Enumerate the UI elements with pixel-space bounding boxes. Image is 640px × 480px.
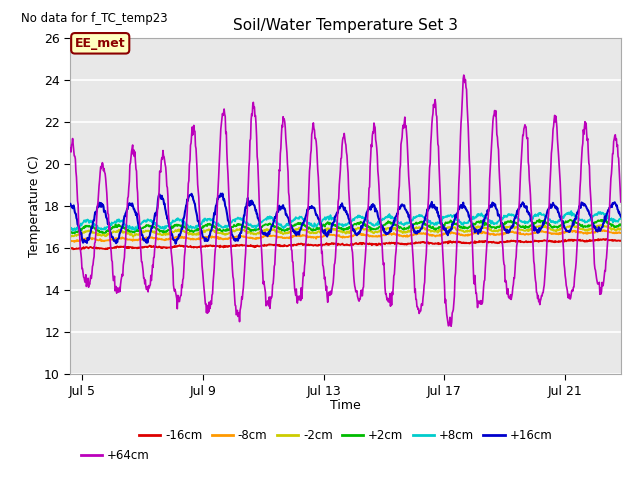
Text: No data for f_TC_temp23: No data for f_TC_temp23 — [21, 12, 168, 25]
Legend: +64cm: +64cm — [76, 444, 154, 467]
X-axis label: Time: Time — [330, 399, 361, 412]
Text: EE_met: EE_met — [75, 37, 125, 50]
Y-axis label: Temperature (C): Temperature (C) — [28, 156, 42, 257]
Title: Soil/Water Temperature Set 3: Soil/Water Temperature Set 3 — [233, 18, 458, 33]
